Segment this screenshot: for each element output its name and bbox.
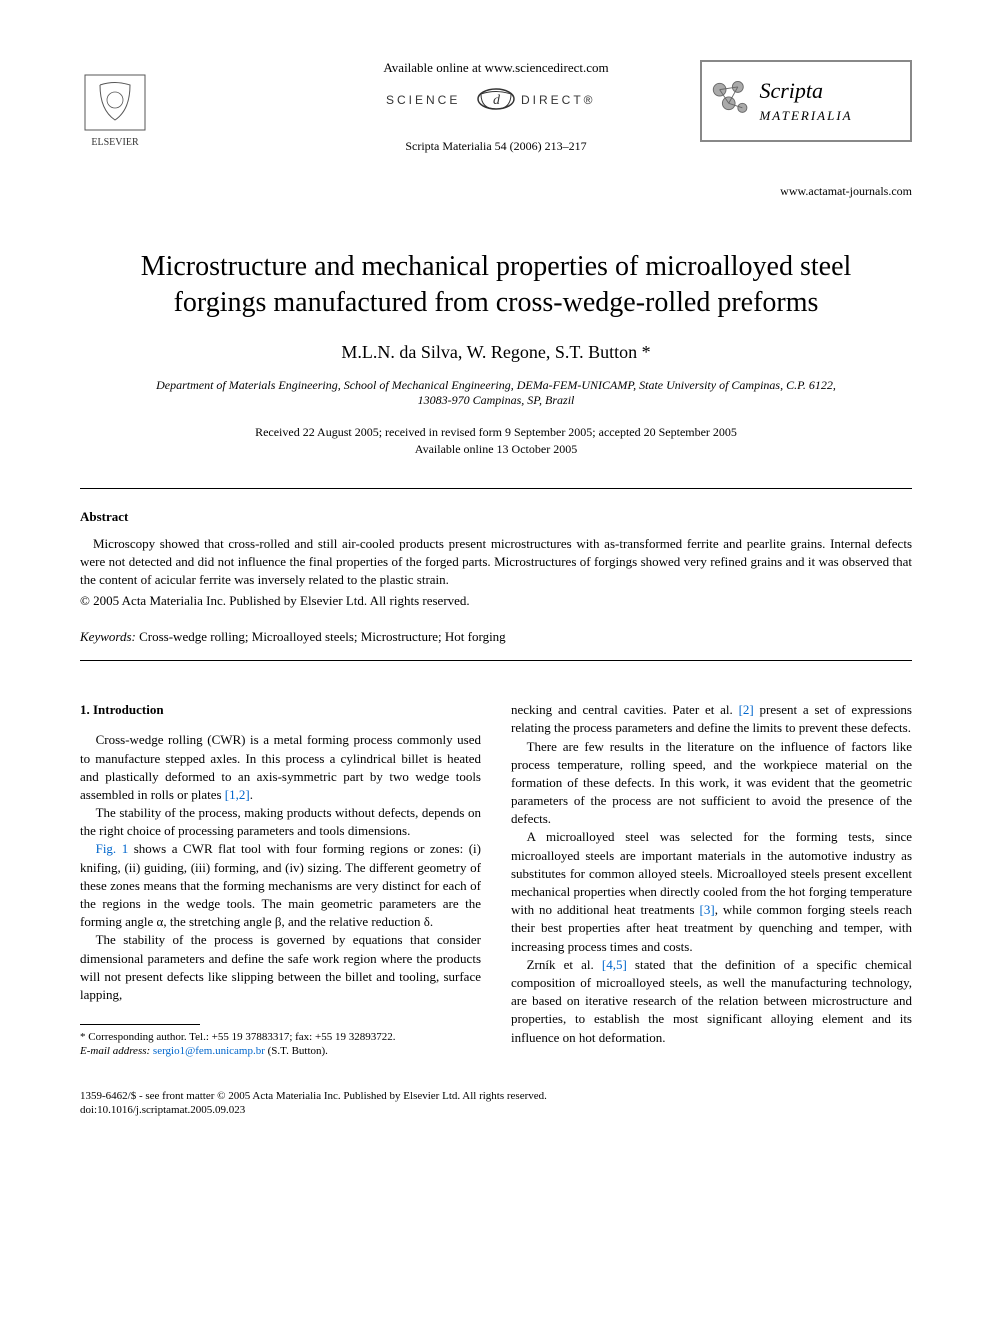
journal-name-sub: MATERIALIA <box>759 108 852 123</box>
paragraph: Fig. 1 shows a CWR flat tool with four f… <box>80 840 481 931</box>
svg-text:DIRECT®: DIRECT® <box>521 93 596 107</box>
section-heading: 1. Introduction <box>80 701 481 719</box>
journal-logo: Scripta MATERIALIA <box>700 60 912 142</box>
article-affiliation: Department of Materials Engineering, Sch… <box>140 378 852 409</box>
footnote-divider <box>80 1024 200 1025</box>
paragraph: Zrník et al. [4,5] stated that the defin… <box>511 956 912 1047</box>
abstract-text: Microscopy showed that cross-rolled and … <box>80 535 912 590</box>
divider <box>80 660 912 661</box>
paragraph: necking and central cavities. Pater et a… <box>511 701 912 737</box>
journal-logo-icon <box>706 76 751 126</box>
svg-text:ELSEVIER: ELSEVIER <box>91 137 139 148</box>
footer-doi: doi:10.1016/j.scriptamat.2005.09.023 <box>80 1103 912 1117</box>
keywords-text: Cross-wedge rolling; Microalloyed steels… <box>136 629 506 644</box>
email-link[interactable]: sergio1@fem.unicamp.br <box>153 1045 265 1057</box>
divider <box>80 488 912 489</box>
article-authors: M.L.N. da Silva, W. Regone, S.T. Button … <box>80 342 912 363</box>
article-title: Microstructure and mechanical properties… <box>100 249 892 322</box>
figure-link[interactable]: Fig. 1 <box>96 841 129 856</box>
page-footer: 1359-6462/$ - see front matter © 2005 Ac… <box>80 1089 912 1118</box>
paragraph: There are few results in the literature … <box>511 738 912 829</box>
paragraph: The stability of the process is governed… <box>80 931 481 1004</box>
reference-link[interactable]: [4,5] <box>602 957 627 972</box>
abstract-heading: Abstract <box>80 509 912 525</box>
corresponding-author: * Corresponding author. Tel.: +55 19 378… <box>80 1030 481 1044</box>
reference-link[interactable]: [1,2] <box>225 787 250 802</box>
svg-text:d: d <box>493 93 501 108</box>
left-column: 1. Introduction Cross-wedge rolling (CWR… <box>80 701 481 1059</box>
reference-link[interactable]: [2] <box>739 702 754 717</box>
email-suffix: (S.T. Button). <box>265 1045 328 1057</box>
paragraph: The stability of the process, making pro… <box>80 804 481 840</box>
journal-url: www.actamat-journals.com <box>80 184 912 199</box>
elsevier-logo: ELSEVIER <box>80 70 150 150</box>
paragraph: Cross-wedge rolling (CWR) is a metal for… <box>80 731 481 804</box>
email-label: E-mail address: <box>80 1045 150 1057</box>
body-columns: 1. Introduction Cross-wedge rolling (CWR… <box>80 701 912 1059</box>
abstract-copyright: © 2005 Acta Materialia Inc. Published by… <box>80 593 912 609</box>
page-header: ELSEVIER Available online at www.science… <box>80 60 912 199</box>
reference-link[interactable]: [3] <box>700 902 715 917</box>
abstract-section: Abstract Microscopy showed that cross-ro… <box>80 509 912 610</box>
footer-copyright: 1359-6462/$ - see front matter © 2005 Ac… <box>80 1089 912 1103</box>
keywords-label: Keywords: <box>80 629 136 644</box>
keywords: Keywords: Cross-wedge rolling; Microallo… <box>80 629 912 645</box>
svg-text:SCIENCE: SCIENCE <box>386 93 460 107</box>
right-column: necking and central cavities. Pater et a… <box>511 701 912 1059</box>
article-dates: Received 22 August 2005; received in rev… <box>80 424 912 458</box>
dates-available: Available online 13 October 2005 <box>415 442 577 456</box>
dates-received: Received 22 August 2005; received in rev… <box>255 425 737 439</box>
journal-name-main: Scripta <box>759 78 823 103</box>
paragraph: A microalloyed steel was selected for th… <box>511 828 912 955</box>
footnote: * Corresponding author. Tel.: +55 19 378… <box>80 1030 481 1059</box>
